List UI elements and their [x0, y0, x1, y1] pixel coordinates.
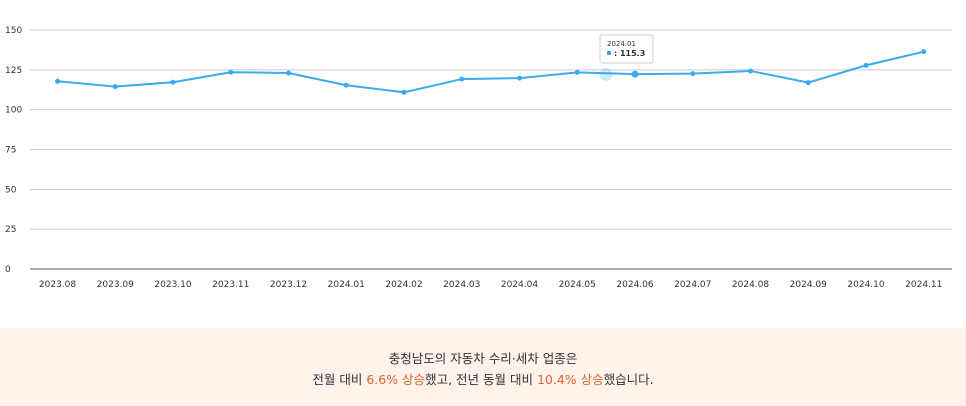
tooltip-marker: [607, 51, 611, 55]
summary-text-post: 했습니다.: [603, 372, 654, 387]
data-point[interactable]: [286, 70, 291, 76]
y-axis: 0 25 50 75 100 125 150: [5, 26, 22, 275]
summary-highlight-yoy: 10.4% 상승: [536, 372, 604, 387]
x-tick-label: 2024.06: [616, 280, 653, 290]
data-point[interactable]: [748, 68, 753, 74]
data-point[interactable]: [574, 69, 580, 75]
x-tick-label: 2024.08: [732, 280, 769, 290]
x-tick-label: 2023.08: [39, 280, 76, 290]
y-tick-label: 100: [5, 106, 22, 116]
data-point[interactable]: [863, 62, 869, 68]
tooltip-label: 2024.01: [607, 40, 636, 48]
data-point[interactable]: [459, 76, 465, 82]
data-point[interactable]: [921, 49, 927, 55]
x-tick-label: 2023.09: [97, 280, 134, 290]
x-tick-label: 2024.01: [328, 280, 365, 290]
x-tick-label: 2024.10: [847, 280, 884, 290]
series-line: [57, 50, 924, 94]
data-point[interactable]: [631, 70, 639, 78]
tooltip-box: [599, 34, 654, 64]
data-point[interactable]: [228, 69, 234, 75]
tooltip: 2024.01 : 115.3: [599, 34, 654, 64]
series: [55, 49, 927, 95]
grid-lines: [30, 29, 952, 270]
hover-halo: [599, 68, 613, 82]
data-point[interactable]: [112, 84, 118, 90]
x-tick-label: 2024.11: [905, 280, 942, 290]
x-tick-label: 2023.12: [270, 280, 307, 290]
x-tick-label: 2024.04: [501, 280, 538, 290]
y-tick-label: 75: [5, 146, 16, 156]
summary-line-2: 전월 대비 6.6% 상승했고, 전년 동월 대비 10.4% 상승했습니다.: [0, 369, 966, 390]
summary-panel: 충청남도의 자동차 수리·세차 업종은 전월 대비 6.6% 상승했고, 전년 …: [0, 328, 966, 406]
data-point[interactable]: [401, 89, 407, 95]
summary-line-1: 충청남도의 자동차 수리·세차 업종은: [388, 351, 578, 366]
x-tick-label: 2023.11: [212, 280, 249, 290]
data-point[interactable]: [517, 75, 522, 81]
summary-text-pre: 전월 대비: [312, 372, 367, 387]
summary-highlight-mom: 6.6% 상승: [366, 372, 426, 387]
x-tick-label: 2023.10: [154, 280, 191, 290]
x-tick-label: 2024.07: [674, 280, 711, 290]
data-point[interactable]: [55, 78, 60, 84]
x-tick-label: 2024.09: [790, 280, 827, 290]
tooltip-value: : 115.3: [614, 49, 645, 58]
data-point[interactable]: [343, 82, 349, 88]
data-point[interactable]: [170, 79, 176, 85]
x-tick-label: 2024.05: [559, 280, 596, 290]
y-tick-label: 125: [5, 66, 22, 76]
x-axis: 2023.08 2023.09 2023.10 2023.11 2023.12 2024.…: [39, 280, 942, 290]
data-point[interactable]: [690, 71, 696, 77]
x-tick-label: 2024.03: [443, 280, 480, 290]
data-point[interactable]: [805, 80, 811, 86]
y-tick-label: 25: [5, 225, 16, 235]
x-tick-label: 2024.02: [385, 280, 422, 290]
summary-text-mid: 했고, 전년 동월 대비: [425, 372, 537, 387]
y-tick-label: 150: [5, 26, 22, 36]
y-tick-label: 0: [5, 265, 11, 275]
y-tick-label: 50: [5, 185, 17, 195]
